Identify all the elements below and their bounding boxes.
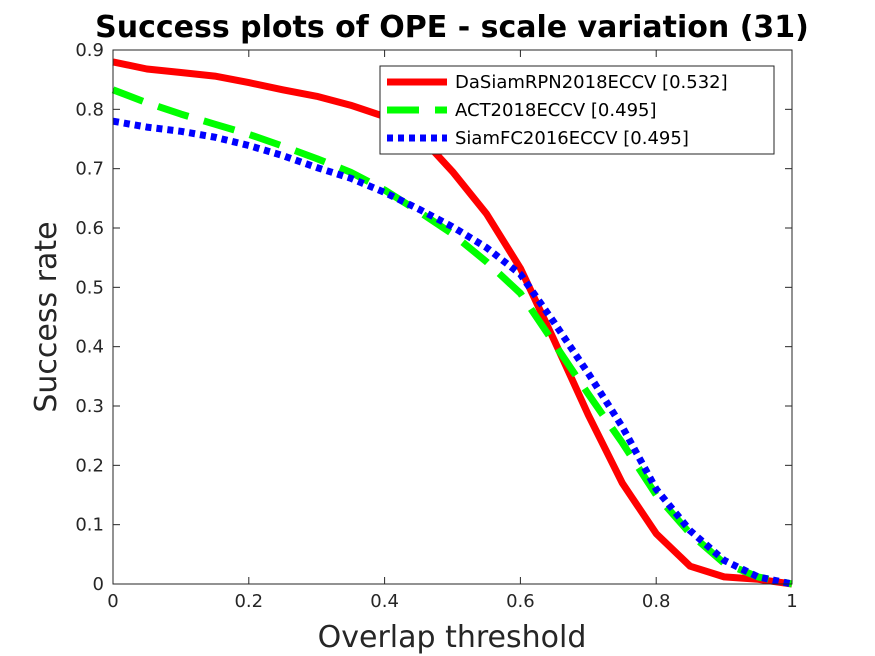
chart-title: Success plots of OPE - scale variation (… bbox=[95, 10, 809, 45]
y-tick-label: 0.9 bbox=[75, 40, 104, 61]
legend-label-3: SiamFC2016ECCV [0.495] bbox=[455, 128, 689, 149]
y-tick-label: 0.7 bbox=[75, 159, 104, 180]
x-tick-label: 1 bbox=[786, 591, 797, 612]
x-axis-label: Overlap threshold bbox=[318, 620, 587, 655]
y-tick-label: 0.4 bbox=[75, 337, 104, 358]
x-axis-ticks: 0 0.2 0.4 0.6 0.8 1 bbox=[107, 50, 798, 612]
y-tick-label: 0.2 bbox=[75, 455, 104, 476]
y-tick-label: 0.5 bbox=[75, 277, 104, 298]
y-tick-label: 0.6 bbox=[75, 218, 104, 239]
legend-items: DaSiamRPN2018ECCV [0.532] ACT2018ECCV [0.… bbox=[387, 72, 728, 149]
y-tick-label: 0.3 bbox=[75, 396, 104, 417]
x-tick-label: 0.6 bbox=[506, 591, 535, 612]
plot-frame bbox=[112, 49, 793, 585]
x-tick-label: 0.4 bbox=[370, 591, 399, 612]
y-axis-label: Success rate bbox=[29, 221, 64, 412]
y-tick-label: 0.1 bbox=[75, 515, 104, 536]
legend: DaSiamRPN2018ECCV [0.532] ACT2018ECCV [0.… bbox=[379, 65, 775, 155]
series-line-1 bbox=[112, 58, 793, 588]
series-line-3 bbox=[112, 117, 793, 588]
legend-label-1: DaSiamRPN2018ECCV [0.532] bbox=[455, 72, 728, 93]
legend-label-2: ACT2018ECCV [0.495] bbox=[455, 100, 657, 121]
y-axis-ticks: 0 0.1 0.2 0.3 0.4 0.5 0.6 0.7 0.8 0.9 bbox=[75, 40, 792, 595]
x-tick-label: 0 bbox=[107, 591, 118, 612]
series-line-2 bbox=[111, 86, 793, 588]
x-tick-label: 0.8 bbox=[642, 591, 671, 612]
x-tick-label: 0.2 bbox=[234, 591, 263, 612]
series-layer bbox=[111, 58, 793, 588]
y-tick-label: 0 bbox=[93, 574, 104, 595]
y-tick-label: 0.8 bbox=[75, 99, 104, 120]
